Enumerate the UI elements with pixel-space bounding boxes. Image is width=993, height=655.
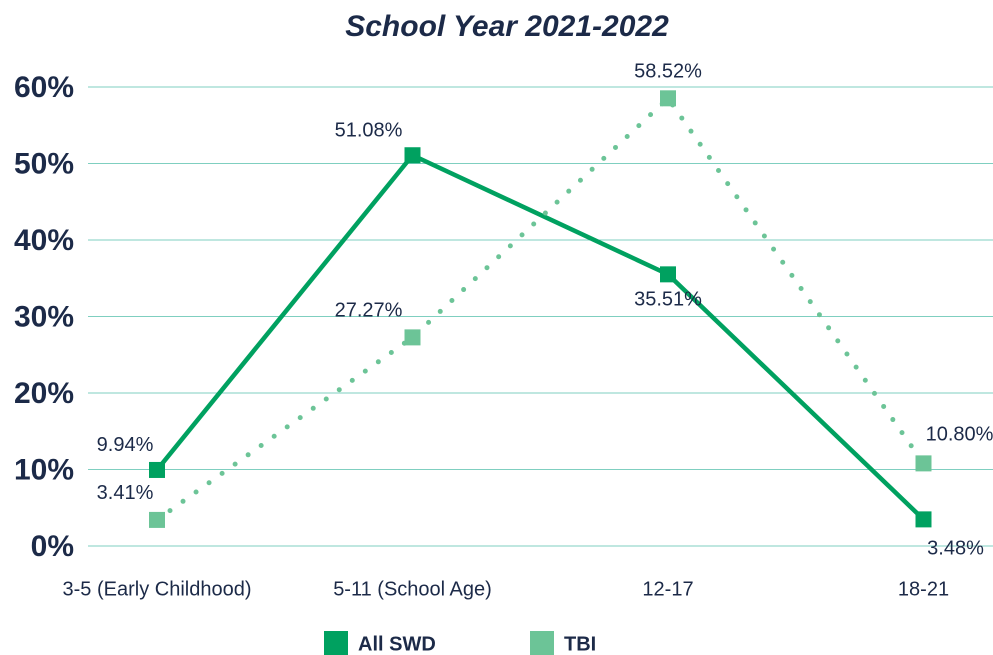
y-tick-label: 50% [14, 147, 74, 180]
marker [915, 455, 932, 472]
data-label: 58.52% [634, 61, 702, 83]
marker [915, 511, 932, 528]
data-label: 3.48% [927, 538, 984, 560]
data-label: 51.08% [335, 120, 403, 142]
data-label: 9.94% [97, 434, 154, 456]
y-tick-label: 30% [14, 300, 74, 333]
legend-label: All SWD [358, 633, 436, 655]
y-tick-label: 40% [14, 224, 74, 257]
marker [404, 147, 421, 164]
marker [149, 511, 165, 528]
legend-swatch [324, 631, 348, 655]
data-label: 35.51% [634, 289, 702, 311]
x-tick-label: 18-21 [898, 578, 949, 600]
marker [660, 90, 676, 107]
data-label: 3.41% [97, 482, 154, 504]
x-tick-label: 3-5 (Early Childhood) [63, 578, 252, 600]
data-label: 10.80% [926, 424, 993, 446]
legend-swatch [530, 631, 554, 655]
marker [149, 461, 165, 478]
y-tick-label: 60% [14, 71, 74, 104]
y-tick-label: 10% [14, 453, 74, 486]
data-label: 27.27% [335, 300, 403, 322]
series-line [154, 94, 926, 523]
x-tick-label: 12-17 [642, 578, 693, 600]
marker [404, 329, 421, 346]
y-tick-label: 20% [14, 377, 74, 410]
series-line [155, 152, 926, 522]
legend-label: TBI [564, 633, 596, 655]
marker [660, 266, 676, 283]
chart-title: School Year 2021-2022 [345, 10, 669, 43]
x-tick-label: 5-11 (School Age) [333, 578, 492, 600]
y-tick-label: 0% [31, 530, 74, 563]
